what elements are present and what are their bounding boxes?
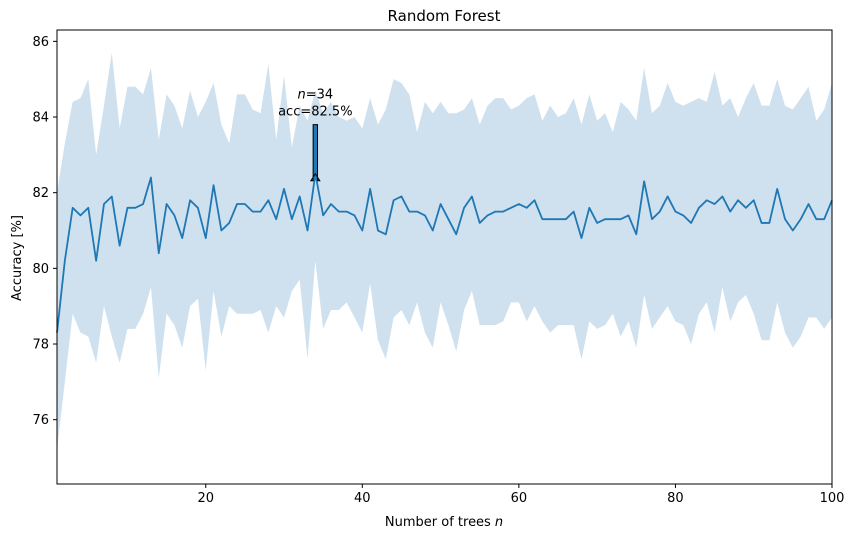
- y-tick-label: 78: [32, 338, 49, 353]
- confidence-band-0: [57, 52, 832, 450]
- chart-title: Random Forest: [388, 7, 501, 25]
- x-tick-label: 80: [667, 491, 684, 506]
- x-axis-label: Number of trees n: [385, 515, 503, 530]
- y-tick-label: 84: [32, 111, 49, 126]
- y-tick-label: 86: [32, 35, 49, 50]
- x-tick-label: 20: [197, 491, 214, 506]
- y-axis-label: Accuracy [%]: [10, 215, 25, 301]
- x-tick-label: 40: [354, 491, 371, 506]
- axes-frame: [56, 29, 833, 485]
- annotation-value: =34: [306, 88, 333, 103]
- y-tick-label: 82: [32, 186, 49, 201]
- x-tick-label: 60: [511, 491, 528, 506]
- series-line-layer: [56, 172, 833, 333]
- annotation: n=34 acc=82.5%: [278, 88, 353, 182]
- annotation-arrow: [309, 124, 321, 182]
- series-line-0: [56, 172, 833, 333]
- x-axis-ticks: 20 40 60 80 100: [197, 484, 844, 506]
- y-axis-ticks: 76 78 80 82 84 86: [32, 35, 57, 428]
- x-axis-label-variable: n: [495, 515, 503, 530]
- y-tick-label: 80: [32, 262, 49, 277]
- x-tick-label: 100: [820, 491, 845, 506]
- y-tick-label: 76: [32, 413, 49, 428]
- x-axis-label-text: Number of trees: [385, 515, 491, 530]
- confidence-band-layer: [57, 52, 832, 450]
- annotation-line-1: n=34: [297, 88, 333, 103]
- annotation-line-2: acc=82.5%: [278, 105, 352, 120]
- annotation-variable: n: [297, 88, 305, 103]
